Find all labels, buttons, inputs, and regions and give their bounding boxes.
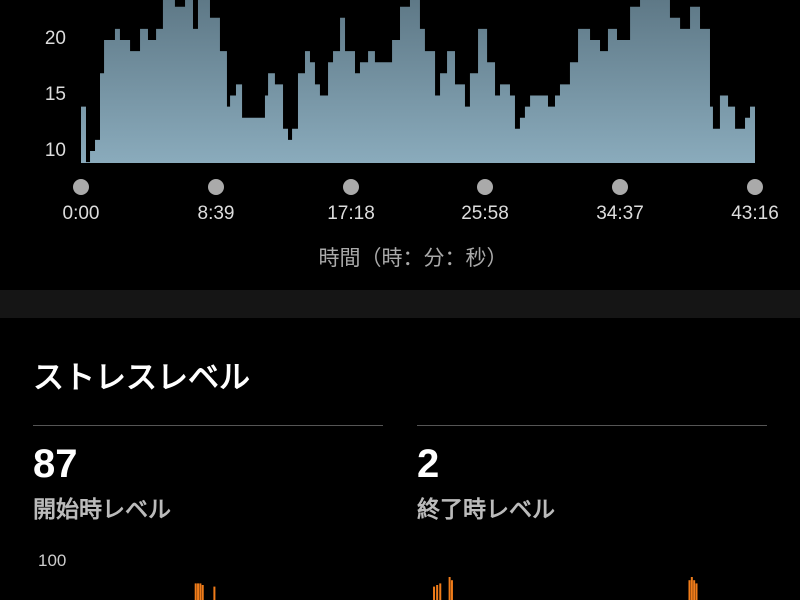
x-tick-dot bbox=[73, 179, 89, 195]
x-tick-label: 0:00 bbox=[62, 203, 100, 224]
stress-bar bbox=[194, 583, 197, 600]
section-divider bbox=[0, 290, 800, 318]
stress-bar bbox=[693, 580, 696, 600]
x-axis-title: 時間（時：分：秒） bbox=[318, 247, 508, 270]
stress-bar bbox=[197, 583, 200, 600]
stress-bar bbox=[201, 585, 204, 600]
x-tick-label: 8:39 bbox=[197, 203, 235, 224]
x-tick-dot bbox=[343, 179, 359, 195]
y-tick-label: 15 bbox=[44, 84, 66, 105]
end-level-label: 終了時レベル bbox=[417, 496, 555, 522]
start-level-label: 開始時レベル bbox=[33, 496, 171, 522]
x-tick-dot bbox=[208, 179, 224, 195]
stress-bar-chart bbox=[194, 577, 698, 600]
end-level-stat: 2 終了時レベル bbox=[417, 425, 767, 522]
respiration-area bbox=[81, 0, 755, 163]
start-level-value: 87 bbox=[33, 442, 78, 486]
x-tick-label: 25:58 bbox=[461, 203, 509, 224]
end-level-value: 2 bbox=[417, 442, 440, 486]
stress-bar bbox=[450, 580, 453, 600]
x-tick-dot bbox=[477, 179, 493, 195]
stress-bar bbox=[690, 577, 693, 600]
respiration-area-chart bbox=[81, 0, 755, 163]
stress-bar bbox=[439, 583, 442, 600]
y-tick-label: 10 bbox=[44, 140, 66, 161]
y-tick-label: 20 bbox=[44, 28, 66, 49]
x-tick-label: 17:18 bbox=[327, 203, 375, 224]
stress-bar bbox=[213, 586, 216, 600]
stress-y-tick-label: 100 bbox=[38, 551, 67, 570]
stress-bar bbox=[448, 577, 451, 600]
stress-bar bbox=[433, 586, 436, 600]
stress-bar bbox=[199, 583, 202, 600]
x-tick-dot bbox=[747, 179, 763, 195]
start-level-stat: 87 開始時レベル bbox=[33, 425, 383, 522]
stress-bar bbox=[436, 585, 439, 600]
stress-bar bbox=[688, 580, 691, 600]
x-tick-label: 34:37 bbox=[596, 203, 644, 224]
x-tick-label: 43:16 bbox=[731, 203, 779, 224]
x-tick-dot bbox=[612, 179, 628, 195]
stress-bar bbox=[695, 583, 698, 600]
stress-level-heading: ストレスレベル bbox=[33, 360, 250, 395]
